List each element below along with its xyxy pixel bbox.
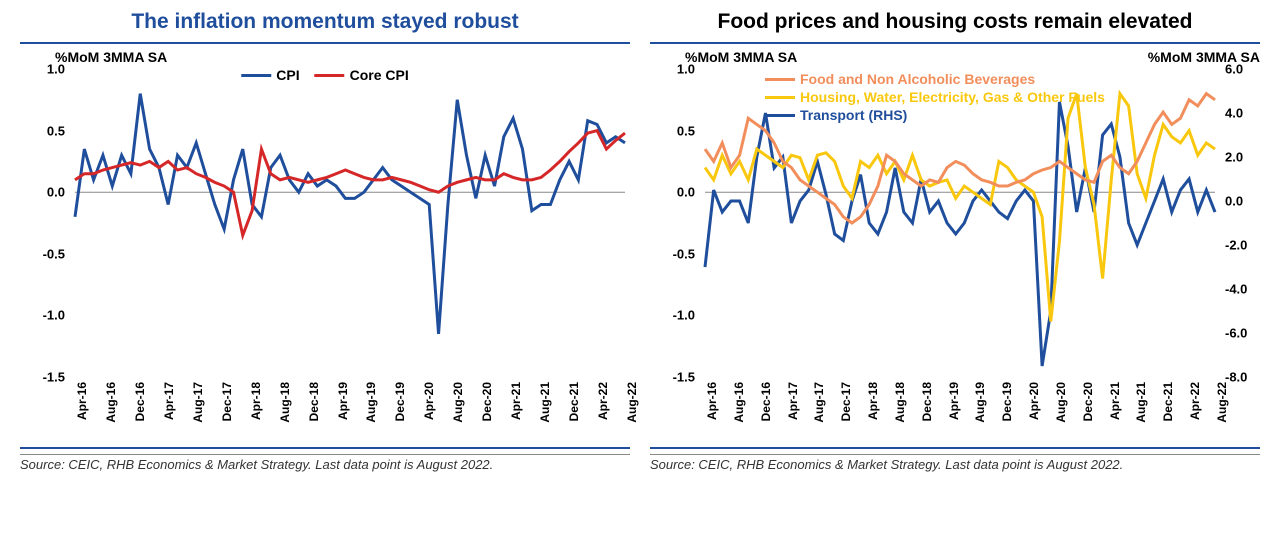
right-title: Food prices and housing costs remain ele… <box>650 10 1260 34</box>
right-plot <box>705 69 1215 377</box>
chart-container: The inflation momentum stayed robust %Mo… <box>0 0 1280 482</box>
left-chart: %MoM 3MMA SA CPICore CPI -1.5-1.0-0.50.0… <box>20 49 630 449</box>
right-rule <box>650 42 1260 44</box>
left-xticks: Apr-16Aug-16Dec-16Apr-17Aug-17Dec-17Apr-… <box>75 382 625 447</box>
right-chart: %MoM 3MMA SA %MoM 3MMA SA Food and Non A… <box>650 49 1260 449</box>
right-ylabel-right: %MoM 3MMA SA <box>1148 49 1260 65</box>
left-rule <box>20 42 630 44</box>
left-plot <box>75 69 625 377</box>
left-yticks: -1.5-1.0-0.50.00.51.0 <box>20 69 70 377</box>
right-panel: Food prices and housing costs remain ele… <box>650 10 1260 472</box>
left-ylabel: %MoM 3MMA SA <box>55 49 167 65</box>
right-xticks: Apr-16Aug-16Dec-16Apr-17Aug-17Dec-17Apr-… <box>705 382 1215 447</box>
left-title: The inflation momentum stayed robust <box>20 10 630 34</box>
left-source: Source: CEIC, RHB Economics & Market Str… <box>20 454 630 472</box>
right-yticks-right: -8.0-6.0-4.0-2.00.02.04.06.0 <box>1220 69 1260 377</box>
right-yticks-left: -1.5-1.0-0.50.00.51.0 <box>650 69 700 377</box>
left-panel: The inflation momentum stayed robust %Mo… <box>20 10 630 472</box>
right-ylabel-left: %MoM 3MMA SA <box>685 49 797 65</box>
right-source: Source: CEIC, RHB Economics & Market Str… <box>650 454 1260 472</box>
